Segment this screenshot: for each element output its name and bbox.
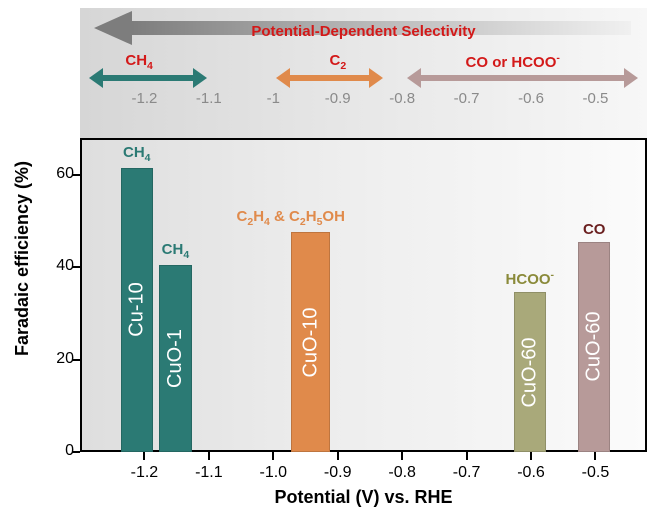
selectivity-arrow-label: Potential-Dependent Selectivity <box>96 23 631 40</box>
bar-cuo-60: CuO-60 <box>578 242 610 452</box>
selectivity-arrow: Potential-Dependent Selectivity <box>96 14 631 42</box>
x-axis-label: Potential (V) vs. RHE <box>80 487 647 508</box>
top-tick: -1.1 <box>196 90 222 107</box>
region-label: CO or HCOO- <box>466 52 560 71</box>
region-arrow <box>91 72 204 84</box>
region-label: CH4 <box>125 52 153 72</box>
top-tick: -0.5 <box>583 90 609 107</box>
bar-product-label: CH4 <box>123 144 151 164</box>
plot-area: Cu-10 CH4 CuO-1 CH4 CuO-10 C2H4 & C2H5OH CuO-6… <box>80 138 647 452</box>
region-label: C2 <box>329 52 346 72</box>
bar-cu-10: Cu-10 <box>121 168 153 452</box>
top-tick: -0.6 <box>518 90 544 107</box>
top-tick: -0.8 <box>389 90 415 107</box>
region-arrow <box>278 72 380 84</box>
bar-product-label: CH4 <box>162 241 190 261</box>
bar-product-label: HCOO- <box>506 269 555 288</box>
bar-cuo-1: CuO-1 <box>159 265 191 452</box>
selectivity-band: Potential-Dependent Selectivity -1.2 -1.1… <box>80 8 647 138</box>
top-tick: -1.2 <box>131 90 157 107</box>
top-tick: -0.9 <box>325 90 351 107</box>
bar-cuo-10: CuO-10 <box>291 232 330 452</box>
region-arrow <box>409 72 636 84</box>
bar-product-label: CO <box>583 221 606 238</box>
bar-cuo-60: CuO-60 <box>514 292 546 452</box>
top-tick: -1 <box>267 90 280 107</box>
top-tick: -0.7 <box>454 90 480 107</box>
bar-product-label: C2H4 & C2H5OH <box>237 208 345 228</box>
